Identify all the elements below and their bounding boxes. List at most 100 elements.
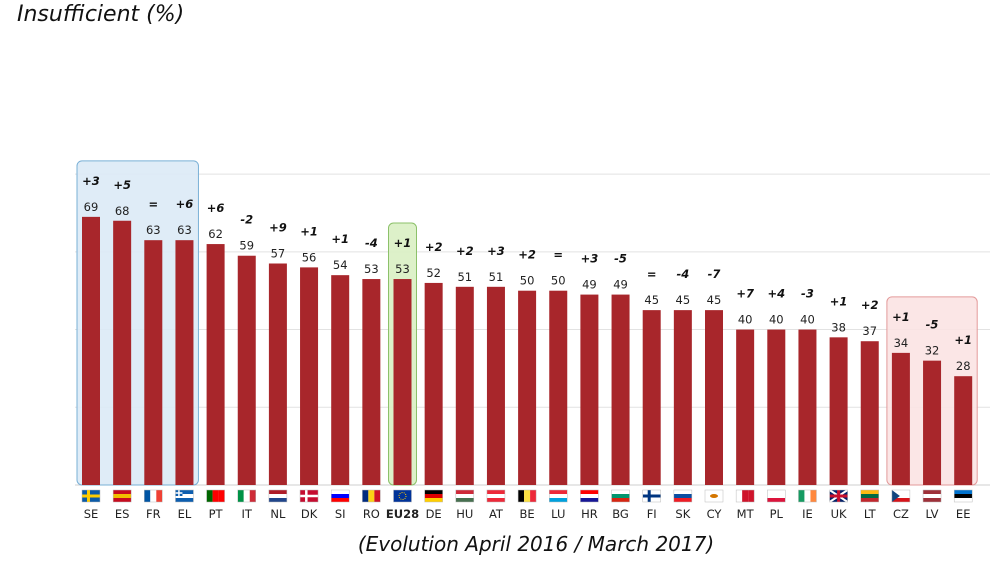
change-label-uk: +1 bbox=[830, 294, 848, 308]
flag-hr-icon bbox=[580, 489, 599, 503]
category-label-bg: BG bbox=[612, 507, 629, 521]
value-label-dk: 56 bbox=[302, 250, 317, 264]
flag-at-icon bbox=[486, 489, 506, 503]
category-label-fr: FR bbox=[146, 507, 161, 521]
change-label-bg: -5 bbox=[614, 252, 627, 266]
value-label-mt: 40 bbox=[738, 313, 753, 327]
value-label-fr: 63 bbox=[146, 223, 161, 237]
flag-lu-icon bbox=[549, 489, 568, 503]
category-label-mt: MT bbox=[737, 507, 755, 521]
value-label-se: 69 bbox=[84, 200, 99, 214]
change-label-mt: +7 bbox=[736, 287, 754, 301]
bar-eu28 bbox=[393, 279, 412, 485]
category-label-dk: DK bbox=[301, 507, 318, 521]
change-label-ro: -4 bbox=[365, 236, 378, 250]
flag-lv-icon bbox=[922, 489, 942, 503]
category-label-lu: LU bbox=[551, 507, 565, 521]
value-label-fi: 45 bbox=[644, 293, 659, 307]
change-label-be: +2 bbox=[518, 248, 536, 262]
change-label-si: +1 bbox=[331, 232, 349, 246]
category-label-ee: EE bbox=[956, 507, 971, 521]
value-label-at: 51 bbox=[489, 270, 504, 284]
value-label-bg: 49 bbox=[613, 278, 628, 292]
change-label-es: +5 bbox=[113, 178, 131, 192]
value-label-it: 59 bbox=[239, 239, 254, 253]
flag-pt-icon bbox=[206, 489, 225, 503]
value-label-lu: 50 bbox=[551, 274, 566, 288]
flag-lt-icon bbox=[860, 489, 879, 503]
value-label-eu28: 53 bbox=[395, 262, 410, 276]
category-label-pl: PL bbox=[770, 507, 784, 521]
category-label-pt: PT bbox=[209, 507, 224, 521]
change-label-hu: +2 bbox=[456, 244, 474, 258]
bar-lu bbox=[549, 290, 568, 485]
flag-be-icon bbox=[517, 489, 537, 503]
value-label-de: 52 bbox=[426, 266, 441, 280]
flag-ee-icon bbox=[953, 489, 973, 503]
chart-title: Insufficient (%) bbox=[17, 2, 185, 27]
value-label-lt: 37 bbox=[862, 324, 877, 338]
flag-fr-icon bbox=[144, 489, 163, 503]
value-label-es: 68 bbox=[115, 204, 130, 218]
value-label-sk: 45 bbox=[676, 293, 691, 307]
flag-sk-icon bbox=[673, 489, 693, 503]
category-label-at: AT bbox=[489, 507, 504, 521]
bar-ro bbox=[362, 279, 381, 485]
value-label-be: 50 bbox=[520, 274, 535, 288]
flag-de-icon bbox=[424, 489, 443, 503]
category-label-de: DE bbox=[426, 507, 442, 521]
value-label-el: 63 bbox=[177, 223, 192, 237]
bar-ie bbox=[798, 329, 817, 485]
flag-it-icon bbox=[237, 489, 256, 503]
chart-subtitle: (Evolution April 2016 / March 2017) bbox=[357, 532, 715, 556]
bar-pt bbox=[206, 244, 225, 485]
flag-mt-icon bbox=[735, 489, 755, 503]
bar-nl bbox=[268, 263, 287, 485]
flag-se-icon bbox=[81, 489, 101, 503]
value-label-hr: 49 bbox=[582, 278, 597, 292]
category-label-eu28: EU28 bbox=[386, 507, 419, 521]
change-label-cz: +1 bbox=[892, 310, 910, 324]
flag-hu-icon bbox=[455, 489, 475, 503]
bar-lv bbox=[923, 360, 942, 485]
category-label-ro: RO bbox=[363, 507, 380, 521]
category-label-el: EL bbox=[178, 507, 192, 521]
category-label-uk: UK bbox=[831, 507, 847, 521]
flag-cy-icon bbox=[704, 489, 724, 503]
value-label-nl: 57 bbox=[271, 246, 286, 260]
flag-bg-icon bbox=[611, 489, 630, 503]
flag-pl-icon bbox=[767, 489, 786, 503]
change-label-eu28: +1 bbox=[394, 236, 412, 250]
category-label-nl: NL bbox=[270, 507, 286, 521]
change-label-fr: = bbox=[148, 197, 158, 211]
value-label-cz: 34 bbox=[894, 336, 909, 350]
bar-si bbox=[331, 275, 350, 485]
flag-ro-icon bbox=[362, 489, 381, 503]
bar-uk bbox=[829, 337, 848, 485]
change-label-it: -2 bbox=[240, 213, 253, 227]
bar-cz bbox=[891, 352, 910, 485]
value-label-si: 54 bbox=[333, 258, 348, 272]
change-label-ee: +1 bbox=[954, 333, 972, 347]
flag-eu28-icon bbox=[393, 489, 412, 503]
change-label-lt: +2 bbox=[861, 298, 879, 312]
bar-at bbox=[486, 286, 505, 485]
category-label-lv: LV bbox=[926, 507, 939, 521]
bar-it bbox=[237, 255, 256, 485]
change-label-de: +2 bbox=[425, 240, 443, 254]
flag-fi-icon bbox=[642, 489, 661, 503]
flag-nl-icon bbox=[268, 489, 288, 503]
bar-lt bbox=[860, 341, 879, 485]
bar-sk bbox=[673, 310, 692, 485]
change-label-se: +3 bbox=[82, 174, 100, 188]
value-label-hu: 51 bbox=[457, 270, 472, 284]
bar-cy bbox=[705, 310, 723, 485]
category-label-fi: FI bbox=[647, 507, 657, 521]
bar-se bbox=[82, 216, 100, 485]
category-label-lt: LT bbox=[864, 507, 877, 521]
highlight-box bbox=[76, 160, 199, 486]
change-label-sk: -4 bbox=[676, 267, 689, 281]
category-label-ie: IE bbox=[802, 507, 813, 521]
bar-de bbox=[424, 282, 443, 485]
